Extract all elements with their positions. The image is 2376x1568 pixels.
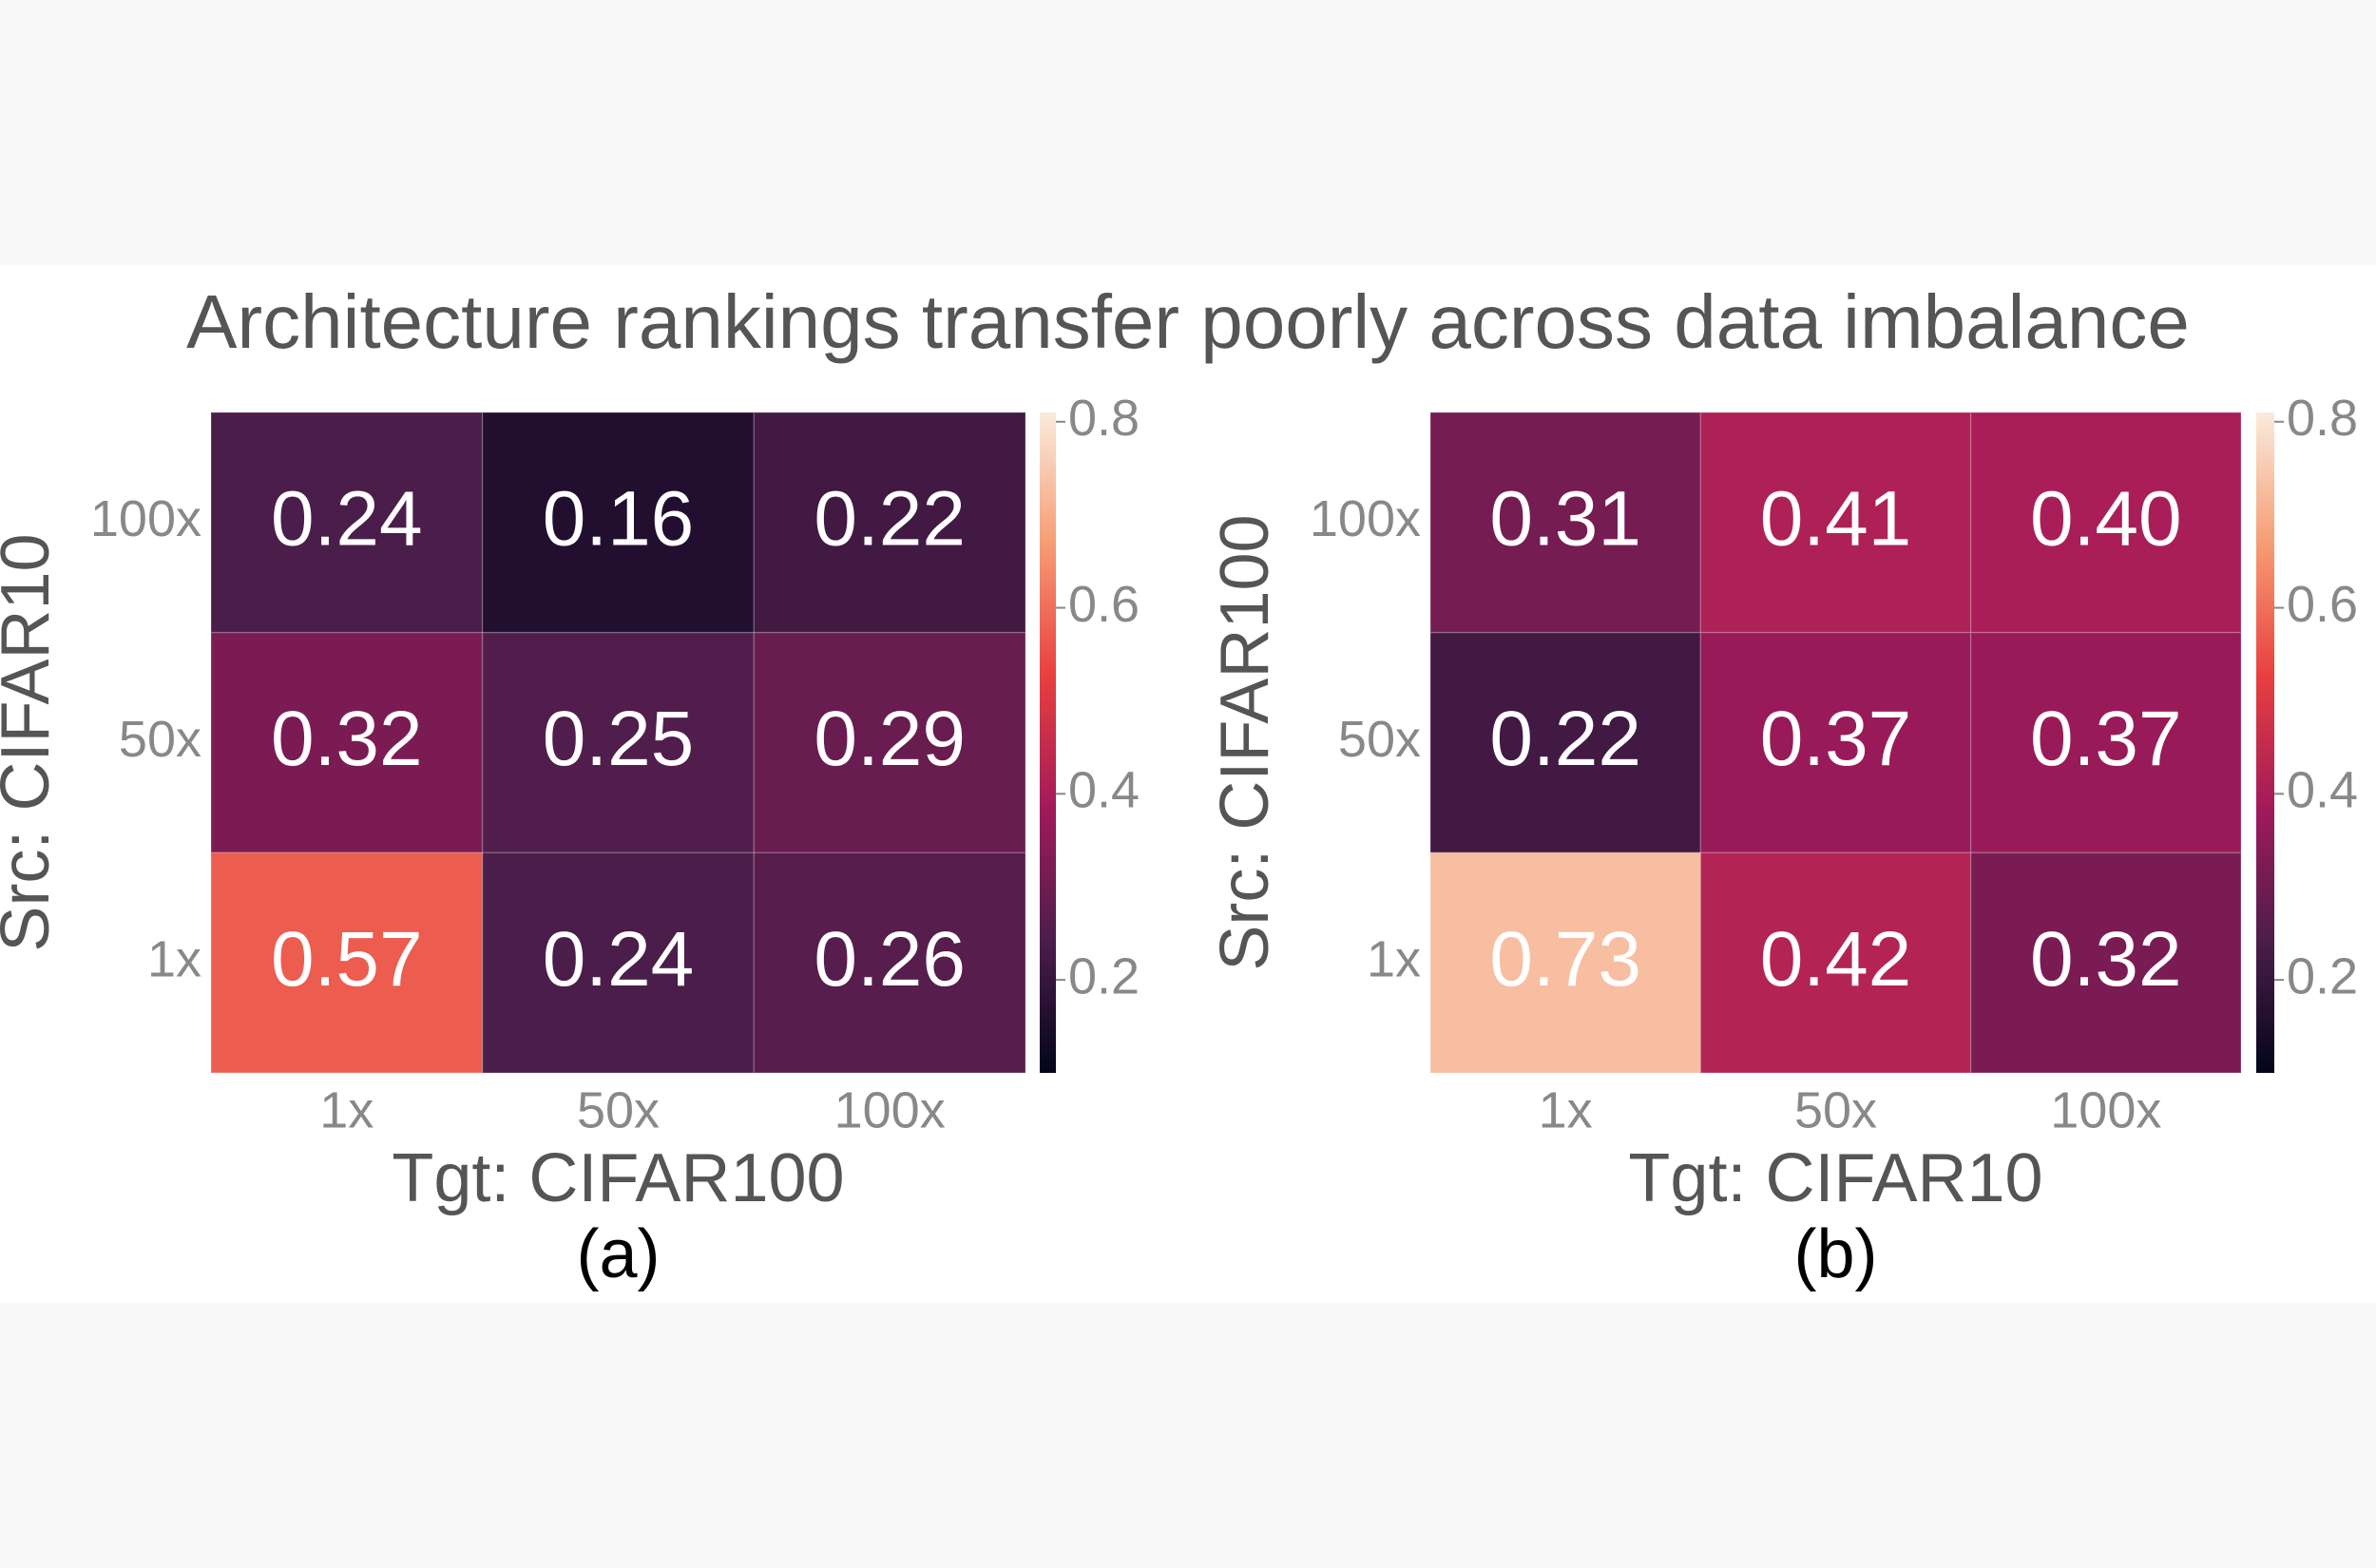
y-tick-label: 1x xyxy=(1367,930,1421,987)
cell-label: 0.57 xyxy=(271,916,423,1003)
cell-label: 0.42 xyxy=(1760,916,1912,1003)
heatmap-cell xyxy=(753,411,1026,634)
x-axis-label: Tgt: CIFAR10 xyxy=(1628,1140,2042,1216)
colorbar-tick-label: 0.6 xyxy=(1068,576,1140,633)
heatmap-cell xyxy=(481,411,756,634)
heatmap-cell xyxy=(753,631,1026,854)
cell-label: 0.29 xyxy=(814,696,966,782)
x-tick-label: 50x xyxy=(577,1081,660,1138)
heatmap-cell xyxy=(1429,631,1702,854)
heatmap-cell xyxy=(1699,851,1972,1074)
y-tick-label: 50x xyxy=(119,711,201,768)
y-tick-label: 100x xyxy=(1310,490,1421,547)
cell-label: 0.32 xyxy=(271,696,423,782)
heatmap-cell xyxy=(210,851,484,1074)
heatmap-cell xyxy=(1429,411,1702,634)
cell-label: 0.37 xyxy=(1760,696,1912,782)
colorbar-tick-label: 0.8 xyxy=(1068,390,1140,447)
cell-label: 0.37 xyxy=(2030,696,2182,782)
heatmap-cell xyxy=(481,851,756,1074)
heatmap-cell xyxy=(1969,411,2242,634)
colorbar-tick-label: 0.4 xyxy=(1068,762,1140,819)
x-tick-label: 100x xyxy=(834,1081,946,1138)
heatmap-cell xyxy=(1699,411,1972,634)
cell-label: 0.32 xyxy=(2030,916,2182,1003)
cell-label: 0.25 xyxy=(543,696,695,782)
x-tick-label: 1x xyxy=(319,1081,374,1138)
heatmap-cell xyxy=(210,631,484,854)
cell-label: 0.31 xyxy=(1489,475,1641,562)
cell-label: 0.16 xyxy=(543,475,695,562)
colorbar-tick-label: 0.2 xyxy=(1068,947,1140,1004)
heatmap-cell xyxy=(1969,631,2242,854)
cell-label: 0.24 xyxy=(543,916,695,1003)
cell-label: 0.73 xyxy=(1489,916,1641,1003)
y-axis-label: Src: CIFAR100 xyxy=(1207,514,1283,970)
heatmap-cell xyxy=(1429,851,1702,1074)
figure-title: Architecture rankings transfer poorly ac… xyxy=(186,279,2190,364)
colorbar-tick-label: 0.2 xyxy=(2287,947,2358,1004)
heatmap-cell xyxy=(1699,631,1972,854)
x-tick-label: 100x xyxy=(2050,1081,2161,1138)
cell-label: 0.26 xyxy=(814,916,966,1003)
subplot-caption: (a) xyxy=(577,1216,661,1292)
y-tick-label: 50x xyxy=(1338,711,1421,768)
y-tick-label: 1x xyxy=(147,930,201,987)
y-axis-label: Src: CIFAR10 xyxy=(0,533,64,951)
heatmap-cell xyxy=(1969,851,2242,1074)
colorbar xyxy=(2256,412,2274,1073)
colorbar xyxy=(1040,412,1056,1073)
y-tick-label: 100x xyxy=(90,490,201,547)
cell-label: 0.24 xyxy=(271,475,423,562)
cell-label: 0.41 xyxy=(1760,475,1912,562)
x-tick-label: 50x xyxy=(1794,1081,1877,1138)
heatmap-cell xyxy=(210,411,484,634)
cell-label: 0.40 xyxy=(2030,475,2182,562)
heatmap-cell xyxy=(753,851,1026,1074)
subplot-caption: (b) xyxy=(1794,1216,1878,1292)
cell-label: 0.22 xyxy=(814,475,966,562)
colorbar-tick-label: 0.6 xyxy=(2287,576,2358,633)
x-axis-label: Tgt: CIFAR100 xyxy=(392,1140,844,1216)
colorbar-tick-label: 0.8 xyxy=(2287,390,2358,447)
cell-label: 0.22 xyxy=(1489,696,1641,782)
x-tick-label: 1x xyxy=(1539,1081,1593,1138)
colorbar-tick-label: 0.4 xyxy=(2287,762,2358,819)
